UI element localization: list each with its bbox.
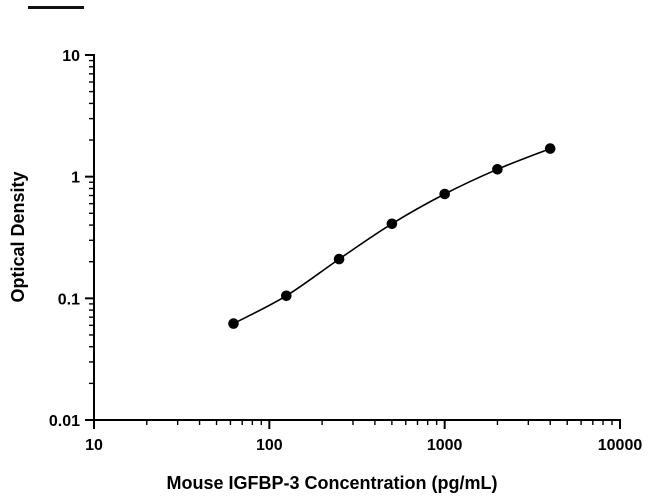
x-tick-label: 100 (256, 437, 283, 454)
data-point-marker (544, 143, 556, 154)
standard-curve-line (233, 147, 551, 325)
data-point-marker (439, 188, 451, 200)
y-tick-label: 10 (62, 48, 80, 65)
axes (93, 54, 621, 421)
y-tick-label: 0.01 (49, 413, 80, 430)
data-point-marker (333, 253, 345, 265)
y-tick-label: 0.1 (58, 291, 80, 308)
data-point-marker (492, 164, 503, 175)
data-point-marker (228, 318, 239, 329)
x-axis-title: Mouse IGFBP-3 Concentration (pg/mL) (167, 473, 498, 493)
x-tick-label: 10000 (598, 437, 643, 454)
x-tick-label: 1000 (427, 437, 463, 454)
x-tick-label: 10 (85, 437, 103, 454)
data-point-marker (281, 290, 292, 302)
y-tick-label: 1 (71, 170, 80, 187)
y-axis-title: Optical Density (8, 171, 28, 302)
data-point-marker (386, 218, 398, 230)
chart-plot-area: 10 100 1000 10000 0.01 0.1 1 10 (49, 48, 642, 454)
page-border-fragment (28, 6, 84, 9)
